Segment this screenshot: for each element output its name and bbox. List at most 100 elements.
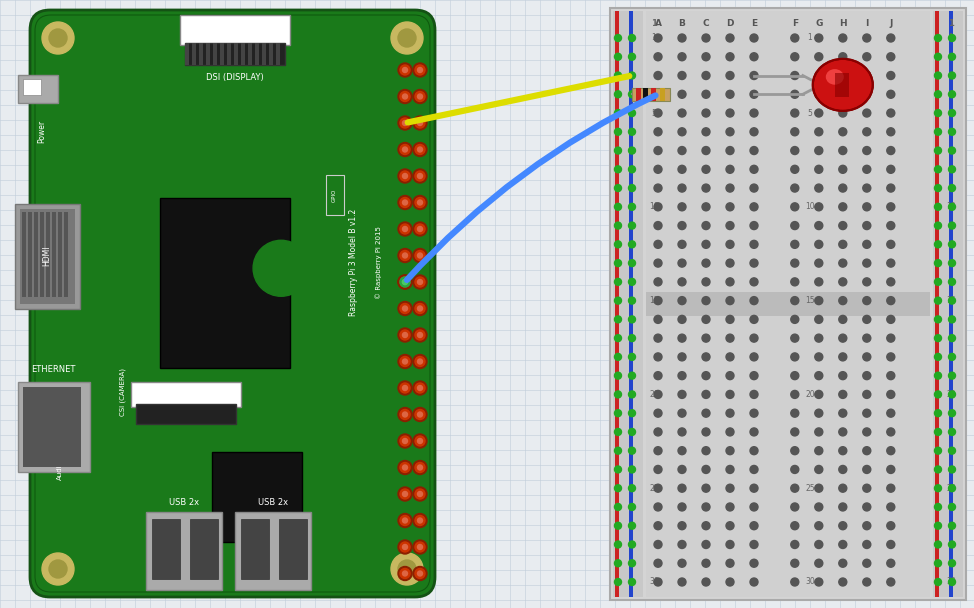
Circle shape	[750, 53, 758, 61]
Circle shape	[398, 381, 412, 395]
Text: B: B	[679, 19, 686, 29]
Circle shape	[750, 316, 758, 323]
Circle shape	[628, 372, 635, 379]
Bar	[46, 212, 50, 297]
Circle shape	[726, 428, 734, 436]
Circle shape	[702, 541, 710, 548]
Circle shape	[628, 429, 635, 435]
Circle shape	[654, 371, 662, 379]
Circle shape	[863, 278, 871, 286]
Circle shape	[750, 334, 758, 342]
Circle shape	[886, 128, 895, 136]
Text: G: G	[815, 19, 822, 29]
Circle shape	[402, 227, 407, 232]
Circle shape	[418, 438, 423, 443]
Circle shape	[750, 147, 758, 154]
Circle shape	[815, 165, 823, 173]
Ellipse shape	[812, 59, 873, 111]
Text: Audio: Audio	[57, 460, 63, 480]
Circle shape	[615, 316, 621, 323]
Circle shape	[400, 171, 410, 181]
Circle shape	[863, 259, 871, 267]
Circle shape	[839, 184, 846, 192]
Circle shape	[398, 540, 412, 554]
Circle shape	[726, 353, 734, 361]
Circle shape	[678, 484, 686, 492]
Bar	[949, 11, 953, 597]
Circle shape	[415, 489, 425, 499]
Circle shape	[863, 184, 871, 192]
Circle shape	[839, 240, 846, 248]
Circle shape	[418, 491, 423, 497]
Circle shape	[615, 353, 621, 361]
Circle shape	[839, 128, 846, 136]
Circle shape	[415, 303, 425, 314]
Circle shape	[628, 503, 635, 511]
Circle shape	[886, 297, 895, 305]
Circle shape	[413, 434, 427, 448]
Circle shape	[726, 541, 734, 548]
Circle shape	[628, 166, 635, 173]
Circle shape	[949, 203, 955, 210]
Circle shape	[654, 128, 662, 136]
Circle shape	[886, 184, 895, 192]
Circle shape	[418, 253, 423, 258]
Bar	[18, 75, 58, 103]
Circle shape	[839, 466, 846, 474]
Circle shape	[402, 545, 407, 550]
Circle shape	[791, 409, 799, 417]
Circle shape	[839, 34, 846, 42]
Bar	[160, 198, 289, 368]
Text: H: H	[839, 19, 846, 29]
Circle shape	[934, 91, 942, 98]
Circle shape	[949, 447, 955, 454]
Circle shape	[615, 203, 621, 210]
Circle shape	[702, 428, 710, 436]
Circle shape	[934, 260, 942, 266]
Circle shape	[949, 541, 955, 548]
Circle shape	[815, 371, 823, 379]
Circle shape	[750, 165, 758, 173]
Circle shape	[615, 72, 621, 79]
Bar	[933, 11, 963, 597]
Text: E: E	[751, 19, 757, 29]
Circle shape	[413, 275, 427, 289]
Circle shape	[750, 559, 758, 567]
Bar	[241, 43, 244, 65]
Circle shape	[702, 184, 710, 192]
Circle shape	[398, 249, 412, 263]
Bar	[325, 175, 344, 215]
Bar	[255, 43, 259, 65]
Circle shape	[934, 166, 942, 173]
Circle shape	[49, 29, 67, 47]
Circle shape	[750, 428, 758, 436]
Circle shape	[726, 278, 734, 286]
Circle shape	[418, 545, 423, 550]
Circle shape	[702, 484, 710, 492]
Circle shape	[402, 253, 407, 258]
Circle shape	[628, 466, 635, 473]
Circle shape	[615, 503, 621, 511]
Circle shape	[839, 353, 846, 361]
Circle shape	[402, 280, 407, 285]
Circle shape	[654, 184, 662, 192]
Circle shape	[654, 541, 662, 548]
Circle shape	[654, 240, 662, 248]
Circle shape	[413, 460, 427, 474]
Circle shape	[934, 128, 942, 136]
Circle shape	[654, 334, 662, 342]
Circle shape	[949, 316, 955, 323]
Circle shape	[863, 316, 871, 323]
Circle shape	[628, 54, 635, 60]
Circle shape	[815, 522, 823, 530]
Circle shape	[934, 485, 942, 492]
Text: 25: 25	[805, 484, 815, 492]
Bar	[146, 512, 222, 590]
Circle shape	[702, 371, 710, 379]
Circle shape	[949, 429, 955, 435]
Circle shape	[726, 578, 734, 586]
Circle shape	[654, 203, 662, 211]
Circle shape	[750, 578, 758, 586]
Circle shape	[750, 447, 758, 455]
Circle shape	[702, 221, 710, 230]
